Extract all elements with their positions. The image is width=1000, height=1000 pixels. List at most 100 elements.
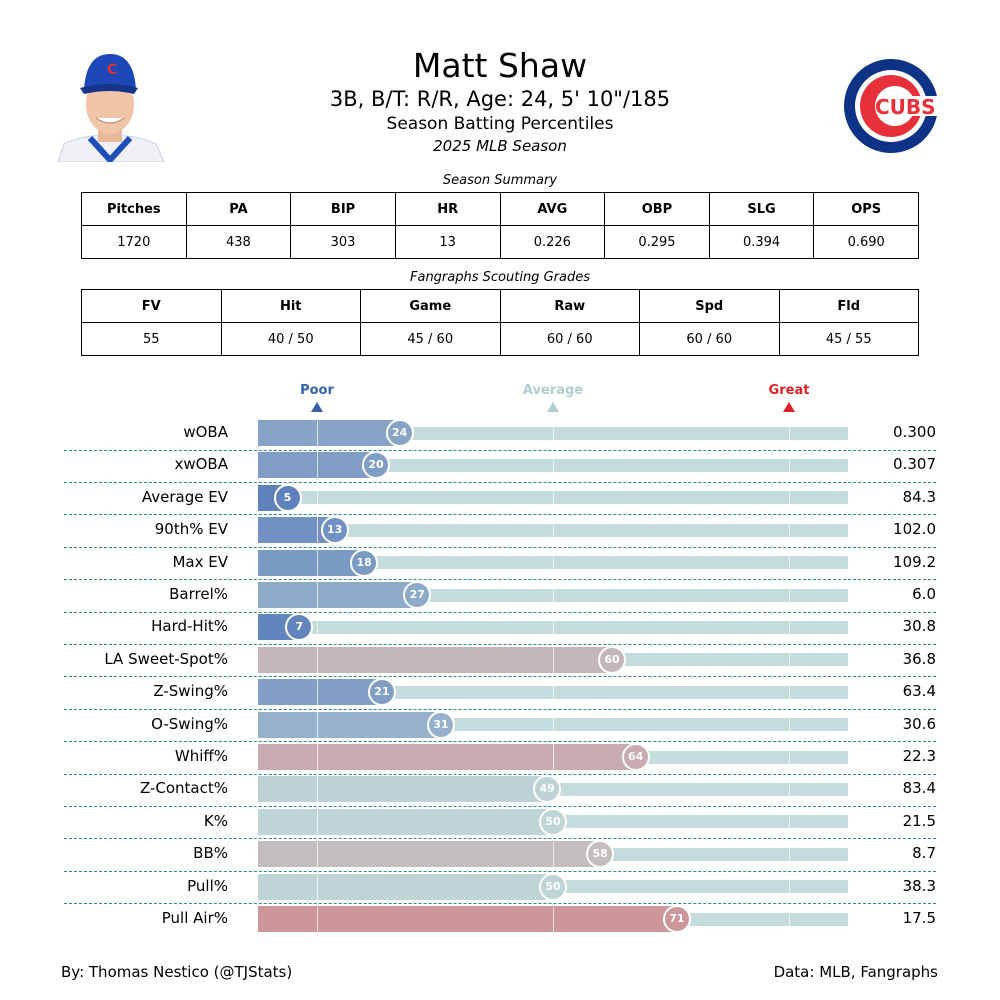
row-separator <box>64 870 936 872</box>
metric-value: 36.8 <box>902 649 936 668</box>
gridline <box>789 420 790 446</box>
gridline <box>789 808 790 835</box>
column-header: Game <box>360 289 501 323</box>
metric-label: Average EV <box>141 487 228 506</box>
team-logo: CUBS <box>843 58 939 154</box>
gridline <box>317 906 318 932</box>
row-separator <box>64 481 936 483</box>
gridline <box>317 517 318 544</box>
column-header: Spd <box>639 289 780 323</box>
column-header: AVG <box>499 192 606 226</box>
row-separator <box>64 676 936 678</box>
metric-value: 109.2 <box>893 552 936 571</box>
gridline <box>553 841 554 868</box>
metric-label: Z-Contact% <box>139 779 228 798</box>
gridline <box>553 484 554 511</box>
svg-text:CUBS: CUBS <box>875 95 936 119</box>
gridline <box>553 744 554 770</box>
table-header-row: FV Hit Game Raw Spd Fld <box>81 289 919 323</box>
gridline <box>789 873 790 900</box>
metric-label: 90th% EV <box>154 520 228 539</box>
percentile-bar <box>258 582 418 608</box>
column-header: Raw <box>499 289 640 323</box>
gridline <box>553 646 554 673</box>
row-separator <box>64 449 936 451</box>
column-header: HR <box>394 192 501 226</box>
percentile-marker: 31 <box>426 710 455 739</box>
percentile-bar <box>258 549 365 576</box>
percentile-marker: 20 <box>362 451 390 480</box>
percentile-marker: 18 <box>350 548 379 577</box>
row-separator <box>64 579 936 581</box>
gridline <box>789 582 790 608</box>
table-cell: 45 / 60 <box>360 322 501 356</box>
table-row: 1720 438 303 13 0.226 0.295 0.394 0.690 <box>81 225 919 259</box>
row-separator <box>64 546 936 548</box>
percentile-marker: 49 <box>533 775 562 804</box>
gridline <box>317 549 318 576</box>
gridline <box>789 549 790 576</box>
metric-label: wOBA <box>183 423 228 441</box>
gridline <box>553 452 554 479</box>
percentile-marker: 50 <box>539 872 567 901</box>
gridline <box>553 582 554 608</box>
metric-value: 0.300 <box>893 423 936 441</box>
gridline <box>789 841 790 868</box>
metric-label: O-Swing% <box>151 714 228 733</box>
gridline <box>553 711 554 738</box>
gridline <box>789 776 790 803</box>
scouting-grades-table: FV Hit Game Raw Spd Fld 55 40 / 50 45 / 60 60 / 6… <box>81 289 919 356</box>
scale-marker-triangle <box>783 402 795 412</box>
table-cell: 55 <box>81 322 222 356</box>
table-row: 55 40 / 50 45 / 60 60 / 60 60 / 60 45 / 55 <box>81 322 919 356</box>
row-separator <box>64 611 936 613</box>
gridline <box>553 517 554 544</box>
gridline <box>789 484 790 511</box>
gridline <box>789 646 790 673</box>
player-bio: 3B, B/T: R/R, Age: 24, 5' 10"/185 <box>329 87 671 111</box>
table-cell: 1720 <box>81 225 187 259</box>
metric-label: xwOBA <box>174 455 228 474</box>
table-cell: 0.295 <box>604 225 710 259</box>
column-header: FV <box>81 289 222 323</box>
gridline <box>317 744 318 770</box>
row-separator <box>64 805 936 807</box>
table-cell: 0.690 <box>813 225 919 259</box>
season-label: 2025 MLB Season <box>433 137 567 155</box>
player-name: Matt Shaw <box>412 46 588 85</box>
table-cell: 60 / 60 <box>639 322 780 356</box>
metric-value: 63.4 <box>902 682 936 701</box>
gridline <box>789 744 790 770</box>
gridline <box>789 906 790 932</box>
scale-label-poor: Poor <box>300 383 334 398</box>
row-separator <box>64 773 936 775</box>
table-cell: 438 <box>185 225 292 259</box>
metric-value: 8.7 <box>912 844 936 863</box>
percentile-marker: 13 <box>320 516 349 545</box>
metric-label: Pull Air% <box>161 909 228 927</box>
gridline <box>789 517 790 544</box>
gridline <box>317 420 318 446</box>
metric-value: 17.5 <box>902 909 936 927</box>
table-cell: 45 / 55 <box>778 322 919 356</box>
gridline <box>789 679 790 706</box>
gridline <box>317 679 318 706</box>
gridline <box>317 808 318 835</box>
column-header: Pitches <box>81 192 187 226</box>
column-header: PA <box>185 192 292 226</box>
metric-label: LA Sweet-Spot% <box>104 649 228 668</box>
percentile-bar <box>258 873 553 900</box>
metric-value: 30.6 <box>902 714 936 733</box>
table-cell: 303 <box>290 225 396 259</box>
player-headshot: C <box>54 52 166 165</box>
gridline <box>553 420 554 446</box>
gridline <box>317 484 318 511</box>
scale-marker-triangle <box>311 402 323 412</box>
percentile-bar <box>258 841 601 868</box>
gridline <box>317 776 318 803</box>
metric-value: 0.307 <box>893 455 936 474</box>
column-header: SLG <box>708 192 815 226</box>
metric-value: 84.3 <box>902 487 936 506</box>
metric-label: Max EV <box>172 552 228 571</box>
percentile-bar <box>258 744 636 770</box>
